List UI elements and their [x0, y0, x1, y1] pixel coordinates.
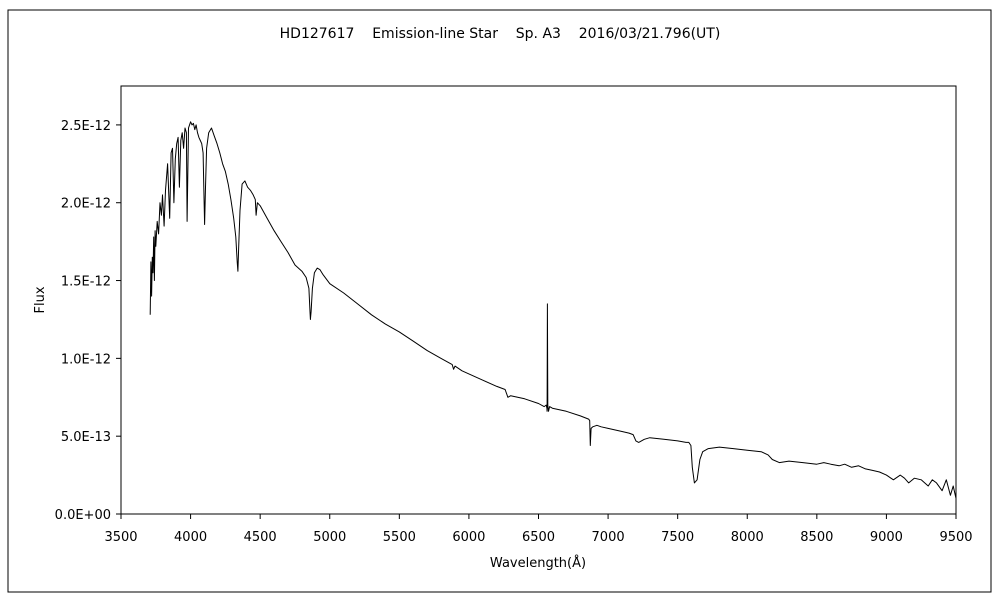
y-tick-label: 2.5E-12	[61, 119, 111, 134]
x-tick-label: 5500	[383, 530, 416, 545]
x-tick-label: 9500	[939, 530, 972, 545]
x-tick-label: 6500	[522, 530, 555, 545]
x-tick-label: 8500	[800, 530, 833, 545]
y-tick-label: 2.0E-12	[61, 197, 111, 212]
spectrum-line	[149, 121, 957, 499]
x-axis-ticks: 3500 4000 4500 5000 5500 6000 6500 7000 7500 8000…	[104, 514, 973, 545]
series-group	[149, 121, 957, 499]
outer-frame	[7, 9, 992, 593]
y-tick-label: 1.5E-12	[61, 275, 111, 290]
y-tick-label: 5.0E-13	[61, 430, 111, 445]
x-tick-label: 8000	[731, 530, 764, 545]
x-tick-label: 7000	[592, 530, 625, 545]
y-tick-label: 0.0E+00	[55, 508, 111, 523]
x-axis-label: Wavelength(Å)	[490, 555, 586, 571]
x-tick-label: 5000	[313, 530, 346, 545]
y-tick-label: 1.0E-12	[61, 352, 111, 367]
chart-title: HD127617 Emission-line Star Sp. A3 2016/…	[280, 26, 721, 42]
x-tick-label: 4000	[174, 530, 207, 545]
x-tick-label: 7500	[661, 530, 694, 545]
y-axis-label: Flux	[33, 286, 48, 313]
x-tick-label: 9000	[870, 530, 903, 545]
x-tick-label: 4500	[244, 530, 277, 545]
x-tick-label: 6000	[452, 530, 485, 545]
x-tick-label: 3500	[104, 530, 137, 545]
y-axis-ticks: 0.0E+00 5.0E-13 1.0E-12 1.5E-12 2.0E-12 2.5E-…	[55, 119, 121, 523]
